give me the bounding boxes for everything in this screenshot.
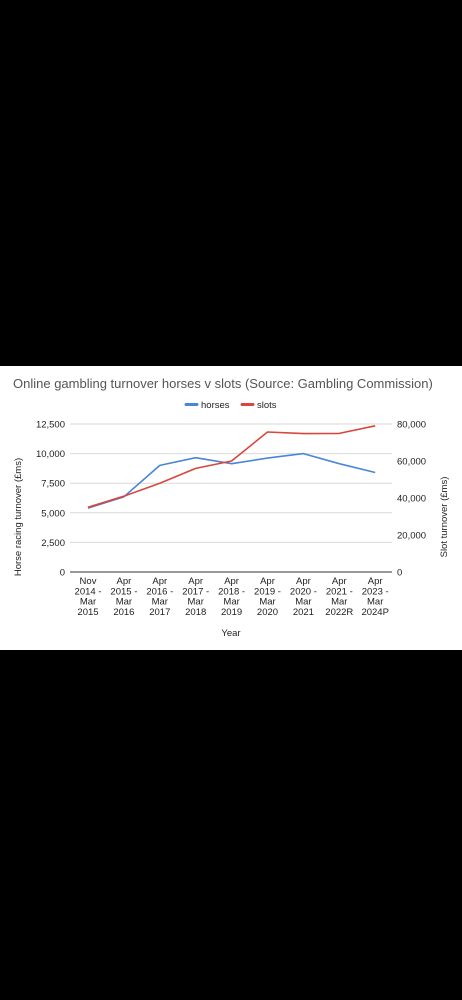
x-tick-label: Apr 2019 -Mar 2020 xyxy=(254,576,281,618)
y-right-tick-label: 60,000 xyxy=(397,457,426,468)
y-right-tick-label: 0 xyxy=(397,568,402,579)
x-tick-label: Apr 2017 -Mar 2018 xyxy=(182,576,209,618)
series-line-slots xyxy=(87,425,376,509)
y-right-tick-label: 20,000 xyxy=(397,531,426,542)
y-left-tick-label: 12,500 xyxy=(36,420,65,431)
y-left-tick-label: 2,500 xyxy=(41,538,65,549)
x-tick-label: Apr 2018 -Mar 2019 xyxy=(218,576,245,618)
axis-labels: Year Horse racing turnover (£ms) Slot turn… xyxy=(13,458,450,639)
x-tick-label: Apr 2015 -Mar 2016 xyxy=(110,576,137,618)
y-left-tick-label: 0 xyxy=(60,568,65,579)
y-right-tick-label: 40,000 xyxy=(397,494,426,505)
legend-label-horses: horses xyxy=(201,400,230,411)
y-left-axis-title: Horse racing turnover (£ms) xyxy=(13,458,24,576)
y-right-axis-title: Slot turnover (£ms) xyxy=(439,477,450,558)
axes: 0 2,500 5,000 7,500 10,000 12,500 0 20,000 40,00… xyxy=(36,420,426,618)
y-left-tick-label: 7,500 xyxy=(41,479,65,490)
gridlines xyxy=(70,423,392,543)
chart-card: 0 2,500 5,000 7,500 10,000 12,500 0 20,000 40,00… xyxy=(0,366,462,650)
legend-label-slots: slots xyxy=(257,400,277,411)
x-tick-label: Apr 2023 -Mar 2024P xyxy=(361,576,388,618)
x-tick-label: Apr 2016 -Mar 2017 xyxy=(146,576,173,618)
x-tick-label: Nov 2014 -Mar 2015 xyxy=(75,576,102,618)
x-tick-label: Apr 2021 -Mar 2022R xyxy=(325,576,353,618)
x-axis-title: Year xyxy=(221,628,240,639)
y-left-tick-label: 10,000 xyxy=(36,449,65,460)
chart-title: Online gambling turnover horses v slots … xyxy=(13,376,433,391)
x-tick-label: Apr 2020 -Mar 2021 xyxy=(290,576,317,618)
y-right-tick-label: 80,000 xyxy=(397,420,426,431)
y-left-tick-label: 5,000 xyxy=(41,508,65,519)
legend: horses slots xyxy=(184,400,277,411)
series-lines xyxy=(87,425,376,509)
line-chart: 0 2,500 5,000 7,500 10,000 12,500 0 20,000 40,00… xyxy=(13,400,450,639)
